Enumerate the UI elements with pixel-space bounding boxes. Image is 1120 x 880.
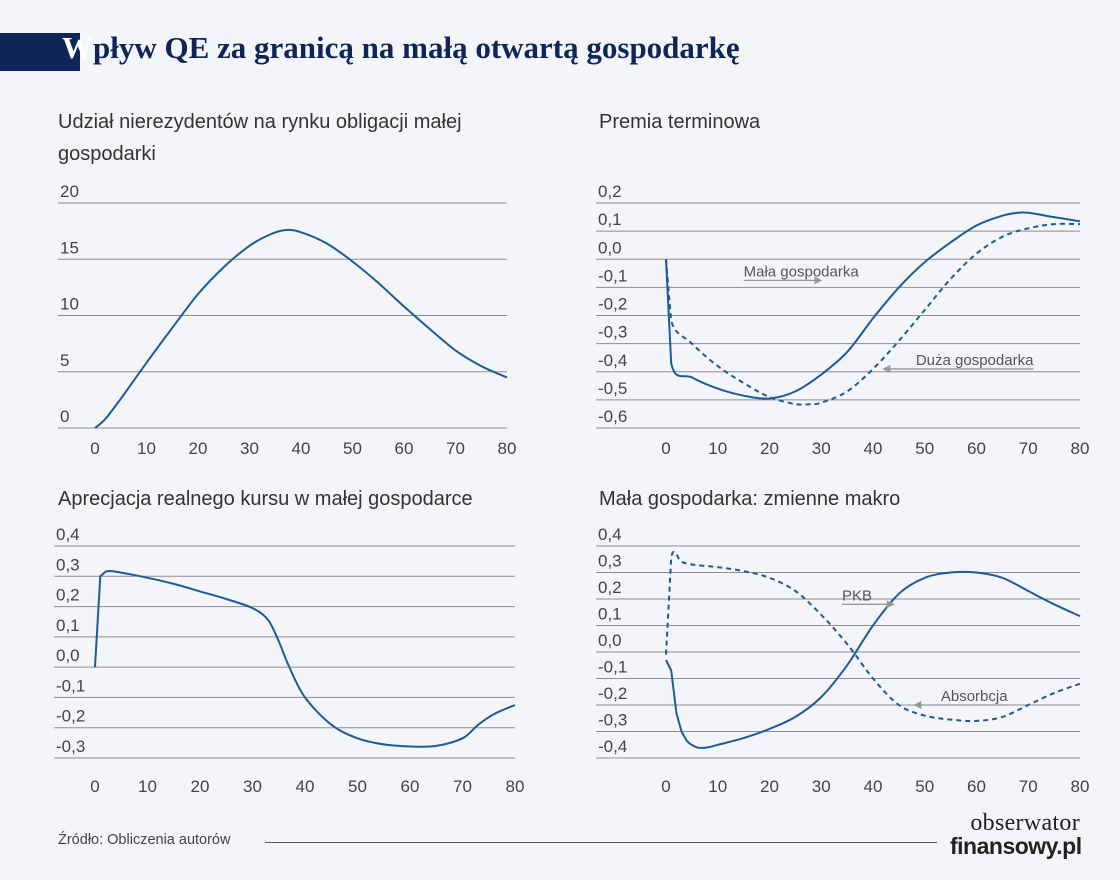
chart-term_premium: Premia terminowa 0,2 0,1 0,0 -0,1 -0,2 -0,3 -0,… bbox=[596, 111, 1089, 458]
chart-title: Premia terminowa bbox=[599, 111, 761, 133]
x-tick-label: 80 bbox=[498, 439, 517, 458]
title-rest: pływ QE za granicą na małą otwartą gospo… bbox=[93, 30, 740, 65]
x-tick-label: 70 bbox=[1019, 439, 1038, 458]
logo-line-2: finansowy.pl bbox=[950, 833, 1082, 859]
y-tick-label: 0,1 bbox=[56, 616, 80, 635]
y-tick-label: 0,2 bbox=[598, 578, 622, 597]
y-tick-label: 0,4 bbox=[56, 525, 80, 544]
x-tick-label: 50 bbox=[915, 439, 934, 458]
x-tick-label: 20 bbox=[191, 777, 210, 796]
y-tick-label: 0 bbox=[60, 407, 69, 426]
x-tick-label: 50 bbox=[348, 777, 367, 796]
brand-logo: obserwator finansowy.pl bbox=[950, 810, 1082, 859]
x-tick-label: 0 bbox=[661, 777, 670, 796]
y-tick-label: 0,1 bbox=[598, 605, 622, 624]
title-first-letter: W bbox=[62, 30, 93, 65]
y-tick-label: 0,0 bbox=[56, 646, 80, 665]
y-tick-label: 0,0 bbox=[598, 238, 622, 257]
series-line-solid bbox=[94, 570, 516, 748]
x-tick-label: 10 bbox=[138, 777, 157, 796]
series-line-dashed bbox=[665, 222, 1081, 406]
y-tick-label: 5 bbox=[60, 351, 69, 370]
x-tick-label: 50 bbox=[915, 777, 934, 796]
x-tick-label: 30 bbox=[812, 777, 831, 796]
series-line-solid bbox=[665, 211, 1081, 400]
y-tick-label: -0,2 bbox=[598, 684, 627, 703]
x-tick-label: 40 bbox=[292, 439, 311, 458]
y-tick-label: -0,4 bbox=[598, 737, 627, 756]
x-tick-label: 30 bbox=[812, 439, 831, 458]
y-tick-label: -0,1 bbox=[598, 266, 627, 285]
x-tick-label: 10 bbox=[137, 439, 156, 458]
y-tick-label: 0,3 bbox=[56, 555, 80, 574]
x-tick-label: 20 bbox=[189, 439, 208, 458]
x-tick-label: 30 bbox=[243, 777, 262, 796]
x-tick-label: 80 bbox=[506, 777, 525, 796]
y-tick-label: 0,3 bbox=[598, 552, 622, 571]
x-tick-label: 60 bbox=[967, 777, 986, 796]
x-tick-label: 40 bbox=[864, 777, 883, 796]
chart-title: gospodarki bbox=[58, 143, 156, 165]
y-tick-label: 20 bbox=[60, 182, 79, 201]
y-tick-label: -0,6 bbox=[598, 407, 627, 426]
x-tick-label: 10 bbox=[708, 439, 727, 458]
chart-title: Mała gospodarka: zmienne makro bbox=[599, 488, 900, 510]
x-tick-label: 10 bbox=[708, 777, 727, 796]
y-tick-label: -0,1 bbox=[56, 676, 85, 695]
x-tick-label: 60 bbox=[967, 439, 986, 458]
chart-nonresident: Udział nierezydentów na rynku obligacji … bbox=[58, 111, 516, 458]
y-tick-label: 0,1 bbox=[598, 210, 622, 229]
footer-divider bbox=[265, 842, 937, 843]
x-tick-label: 40 bbox=[864, 439, 883, 458]
x-tick-label: 70 bbox=[446, 439, 465, 458]
x-tick-label: 80 bbox=[1071, 439, 1090, 458]
series-line-dashed bbox=[665, 550, 1081, 722]
y-tick-label: -0,5 bbox=[598, 379, 627, 398]
source-note: Źródło: Obliczenia autorów bbox=[58, 832, 231, 848]
x-tick-label: 0 bbox=[661, 439, 670, 458]
y-tick-label: 0,4 bbox=[598, 525, 622, 544]
annotation-label: Duża gospodarka bbox=[916, 352, 1034, 369]
chart-title: Aprecjacja realnego kursu w małej gospod… bbox=[58, 488, 473, 510]
x-tick-label: 20 bbox=[760, 439, 779, 458]
annotation-label: Absorbcja bbox=[941, 688, 1008, 705]
y-tick-label: 0,2 bbox=[56, 586, 80, 605]
page-title: Wpływ QE za granicą na małą otwartą gosp… bbox=[62, 30, 740, 66]
series-line-solid bbox=[94, 228, 508, 429]
x-tick-label: 0 bbox=[90, 439, 99, 458]
y-tick-label: -0,3 bbox=[56, 737, 85, 756]
x-tick-label: 60 bbox=[401, 777, 420, 796]
x-tick-label: 70 bbox=[1019, 777, 1038, 796]
y-tick-label: -0,4 bbox=[598, 351, 627, 370]
y-tick-label: -0,2 bbox=[56, 707, 85, 726]
y-tick-label: -0,3 bbox=[598, 711, 627, 730]
x-tick-label: 20 bbox=[760, 777, 779, 796]
y-tick-label: 10 bbox=[60, 295, 79, 314]
x-tick-label: 0 bbox=[90, 777, 99, 796]
x-tick-label: 60 bbox=[395, 439, 414, 458]
x-tick-label: 30 bbox=[240, 439, 259, 458]
y-tick-label: -0,2 bbox=[598, 295, 627, 314]
y-tick-label: -0,3 bbox=[598, 323, 627, 342]
y-tick-label: 0,2 bbox=[598, 182, 622, 201]
title-accent-bar bbox=[0, 33, 80, 71]
y-tick-label: 0,0 bbox=[598, 631, 622, 650]
x-tick-label: 50 bbox=[343, 439, 362, 458]
y-tick-label: 15 bbox=[60, 238, 79, 257]
x-tick-label: 80 bbox=[1071, 777, 1090, 796]
chart-macro: Mała gospodarka: zmienne makro 0,4 0,3 0,2 0… bbox=[596, 488, 1089, 796]
chart-real_exchange: Aprecjacja realnego kursu w małej gospod… bbox=[54, 488, 524, 796]
x-tick-label: 70 bbox=[453, 777, 472, 796]
y-tick-label: -0,1 bbox=[598, 658, 627, 677]
x-tick-label: 40 bbox=[296, 777, 315, 796]
annotation-label: PKB bbox=[842, 587, 872, 604]
logo-line-1: obserwator bbox=[970, 810, 1080, 836]
chart-title: Udział nierezydentów na rynku obligacji … bbox=[58, 111, 462, 133]
series-line-solid bbox=[665, 570, 1081, 749]
annotation-label: Mała gospodarka bbox=[744, 263, 860, 280]
